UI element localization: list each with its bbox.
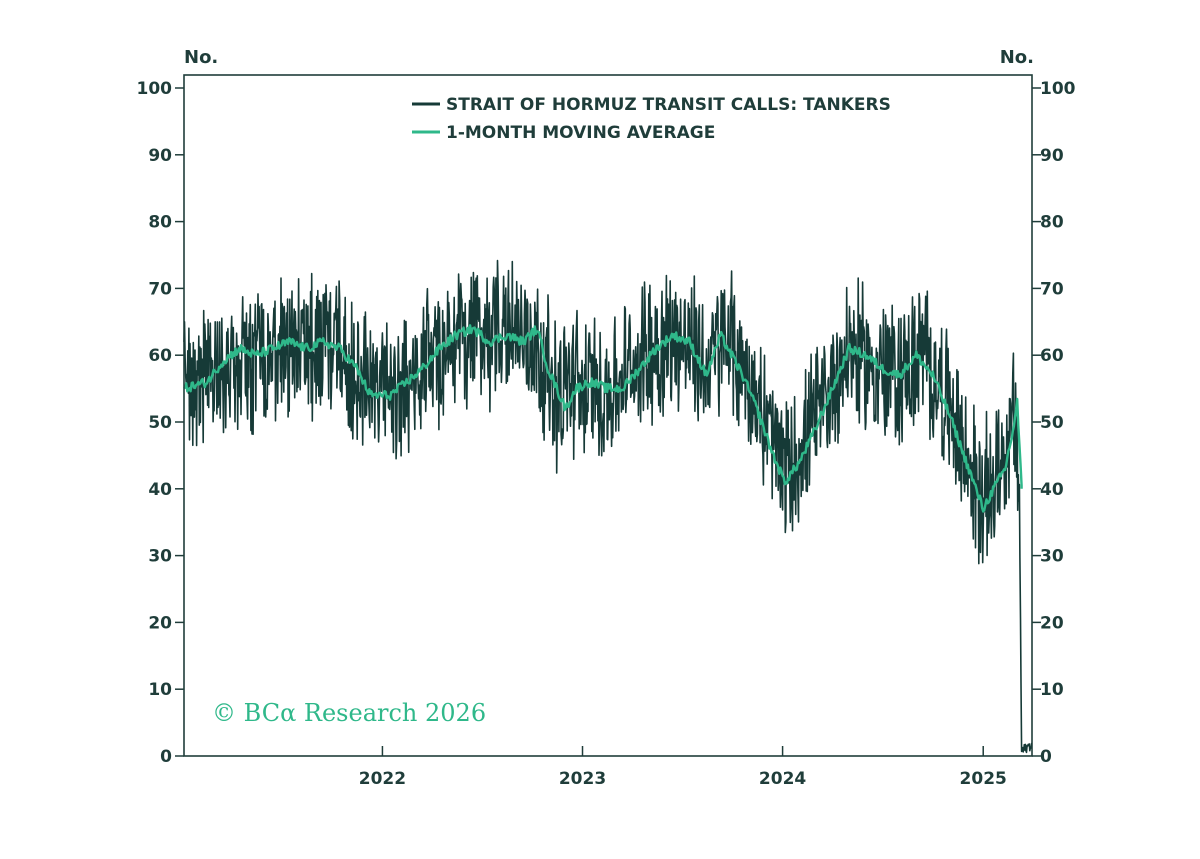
y-tick-label-left: 100	[137, 79, 173, 99]
legend-label-tanker-transit-calls: STRAIT OF HORMUZ TRANSIT CALLS: TANKERS	[446, 95, 891, 115]
y-tick-label-right: 90	[1040, 146, 1064, 166]
x-tick-label: 2024	[759, 769, 806, 789]
y-tick-label-left: 30	[148, 547, 172, 567]
y-tick-label-right: 0	[1040, 747, 1052, 767]
y-tick-label-right: 80	[1040, 213, 1064, 233]
x-tick-label: 2023	[559, 769, 606, 789]
y-tick-label-left: 80	[148, 213, 172, 233]
plot-frame	[183, 74, 1033, 757]
y-tick-label-right: 40	[1040, 480, 1064, 500]
plot-content	[183, 259, 1033, 754]
x-axis: 2022 2023 2024 2025	[359, 746, 1007, 789]
y-tick-label-left: 0	[160, 747, 172, 767]
legend-label-moving-average: 1-MONTH MOVING AVERAGE	[446, 123, 715, 143]
y-tick-label-left: 10	[148, 680, 172, 700]
left-axis-unit-label: No.	[184, 47, 218, 68]
y-tick-label-right: 10	[1040, 680, 1064, 700]
y-tick-label-left: 50	[148, 413, 172, 433]
y-tick-label-left: 60	[148, 346, 172, 366]
y-tick-label-right: 20	[1040, 613, 1064, 633]
y-tick-label-left: 90	[148, 146, 172, 166]
y-tick-label-left: 40	[148, 480, 172, 500]
y-tick-label-right: 100	[1040, 79, 1076, 99]
y-tick-label-right: 70	[1040, 279, 1064, 299]
x-tick-label: 2025	[960, 769, 1007, 789]
watermark-copyright: © BCα Research 2026	[212, 699, 486, 727]
y-tick-label-right: 50	[1040, 413, 1064, 433]
right-axis-unit-label: No.	[1000, 47, 1034, 68]
y-tick-label-left: 20	[148, 613, 172, 633]
x-tick-label: 2022	[359, 769, 406, 789]
legend: STRAIT OF HORMUZ TRANSIT CALLS: TANKERS …	[412, 95, 891, 143]
y-tick-label-left: 70	[148, 279, 172, 299]
y-tick-label-right: 60	[1040, 346, 1064, 366]
series-line-moving-average	[183, 324, 1023, 513]
y-tick-label-right: 30	[1040, 547, 1064, 567]
